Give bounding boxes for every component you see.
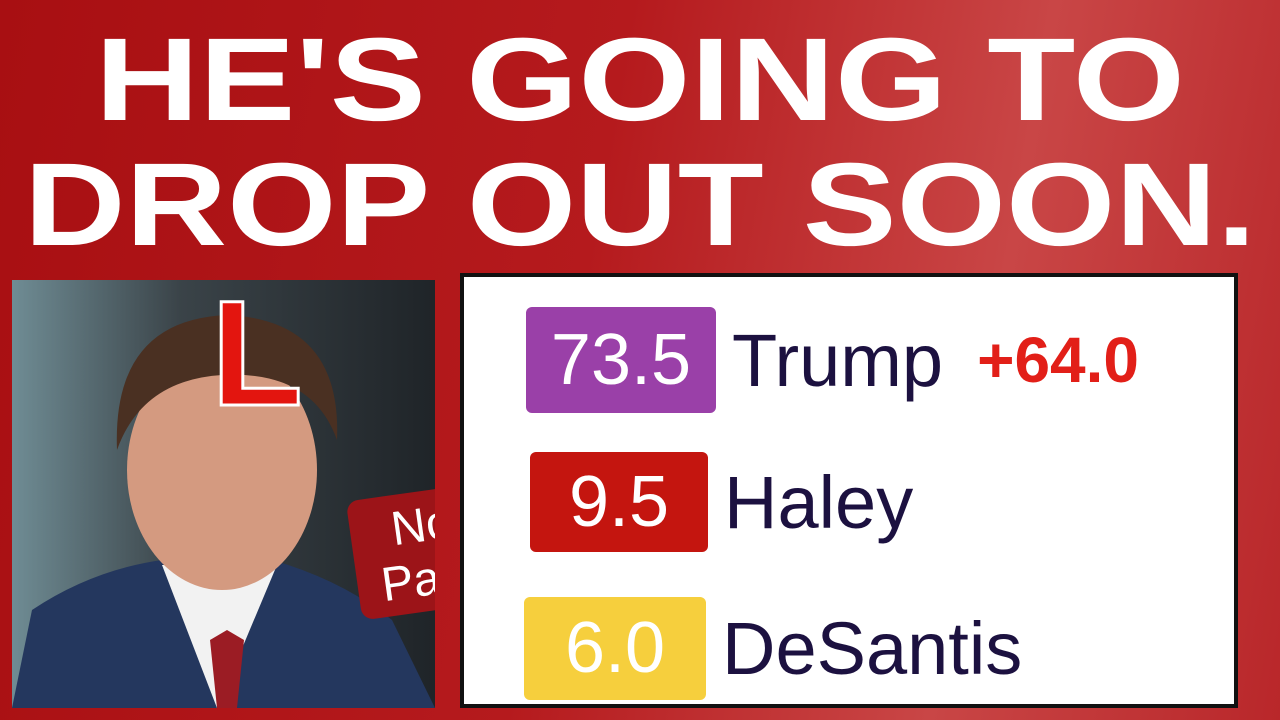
face: [127, 350, 317, 590]
poll-row: 9.5 Haley: [530, 449, 913, 555]
poll-value: 73.5: [526, 307, 716, 413]
photo: L No Path.: [12, 280, 435, 708]
candidate-name: DeSantis: [722, 606, 1023, 690]
headline-line: HE'S GOING TO: [95, 14, 1185, 146]
headline-line: DROP OUT SOON.: [24, 139, 1256, 270]
poll-panel: 73.5 Trump +64.0 9.5 Haley 6.0 DeSantis: [460, 273, 1238, 708]
headline: HE'S GOING TO DROP OUT SOON.: [24, 14, 1256, 270]
poll-value: 6.0: [524, 596, 706, 700]
caption-box: [347, 480, 435, 619]
poll-margin: +64.0: [977, 324, 1139, 396]
tie: [210, 630, 244, 708]
poll-row: 6.0 DeSantis: [524, 595, 1022, 701]
caption: No: [388, 495, 435, 556]
poll-value: 9.5: [530, 452, 708, 552]
candidate-name: Haley: [724, 460, 914, 544]
poll-row: 73.5 Trump +64.0: [526, 307, 1139, 413]
hair: [116, 315, 338, 450]
candidate-name: Trump: [732, 318, 944, 402]
l-badge: L: [211, 280, 303, 437]
